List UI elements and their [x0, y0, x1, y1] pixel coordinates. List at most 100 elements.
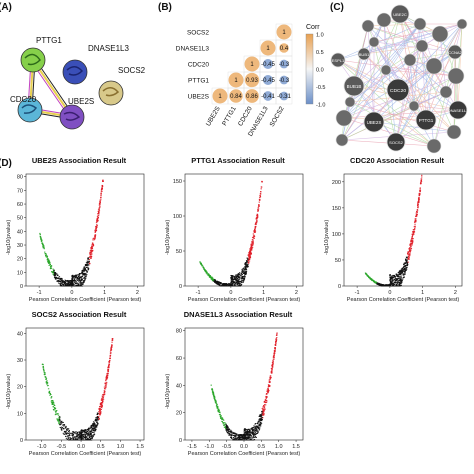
- volcano-point: [238, 276, 240, 278]
- volcano-point: [64, 283, 66, 285]
- y-tick-label: 80: [17, 175, 23, 181]
- volcano-point: [84, 264, 87, 265]
- volcano-point: [47, 259, 50, 261]
- genemania-node-socs2: [386, 132, 406, 152]
- volcano-point: [207, 274, 209, 276]
- corr-circle: [260, 40, 276, 56]
- genemania-node: [456, 18, 468, 30]
- volcano-point: [368, 276, 370, 278]
- volcano-point: [387, 284, 389, 286]
- volcano-point: [65, 432, 67, 434]
- volcano-point: [51, 403, 54, 405]
- volcano-point: [252, 437, 255, 439]
- volcano-point: [74, 436, 76, 438]
- volcano-point: [85, 267, 88, 268]
- volcano-point: [98, 409, 101, 411]
- volcano-point: [62, 284, 64, 286]
- volcano-point: [86, 429, 89, 430]
- volcano-point: [250, 244, 252, 246]
- volcano-point: [80, 284, 82, 285]
- volcano-point: [71, 279, 73, 281]
- volcano-point: [378, 283, 380, 284]
- volcano-point: [91, 243, 94, 245]
- volcano-point: [67, 436, 69, 438]
- volcano-point: [406, 263, 409, 265]
- volcano-point: [107, 369, 109, 371]
- volcano-point: [245, 271, 248, 273]
- volcano-point: [228, 428, 230, 430]
- volcano-point: [108, 366, 110, 368]
- volcano-point: [242, 267, 245, 269]
- volcano-point: [232, 439, 234, 441]
- volcano-point: [101, 185, 103, 187]
- volcano-point: [64, 431, 66, 433]
- volcano-point: [239, 437, 242, 439]
- volcano-point: [220, 416, 222, 418]
- volcano-point: [402, 274, 405, 276]
- volcano-point: [102, 400, 104, 402]
- volcano-point: [101, 401, 103, 403]
- volcano-point: [46, 382, 49, 384]
- volcano-point: [63, 425, 65, 427]
- volcano-point: [80, 436, 82, 438]
- volcano-point: [414, 225, 416, 227]
- genemania-node-espl1: [330, 52, 346, 68]
- volcano-point: [240, 285, 242, 286]
- volcano-point: [247, 262, 250, 264]
- volcano-point: [65, 425, 67, 427]
- volcano-point: [248, 255, 250, 257]
- x-axis-label: Pearson Correlation Coefficient (Pearson…: [28, 297, 142, 303]
- volcano-point: [260, 418, 262, 420]
- volcano-point: [99, 200, 101, 202]
- volcano-point: [79, 433, 81, 434]
- volcano-point: [87, 429, 90, 431]
- volcano-point: [71, 437, 74, 439]
- volcano-point: [63, 431, 66, 433]
- volcano-point: [253, 234, 255, 236]
- volcano-point: [398, 276, 400, 278]
- volcano-point: [43, 248, 46, 250]
- volcano-point: [421, 174, 423, 176]
- volcano-point: [258, 418, 261, 420]
- volcano-point: [243, 428, 246, 430]
- volcano-point: [235, 277, 237, 279]
- volcano-point: [86, 436, 88, 438]
- volcano-point: [229, 283, 231, 285]
- volcano-point: [395, 283, 397, 285]
- volcano-point: [218, 284, 221, 286]
- volcano-point: [244, 263, 246, 265]
- volcano-point: [394, 278, 396, 280]
- volcano-point: [252, 242, 254, 244]
- volcano-point: [256, 218, 258, 219]
- volcano-point: [67, 284, 69, 286]
- volcano-point: [254, 225, 257, 227]
- volcano-point: [257, 210, 259, 212]
- volcano-point: [271, 369, 273, 371]
- volcano-point: [234, 439, 236, 441]
- volcano-point: [73, 285, 75, 287]
- volcano-point: [240, 284, 242, 286]
- volcano-point: [67, 428, 70, 430]
- volcano-point: [401, 272, 403, 274]
- volcano-point: [60, 284, 62, 286]
- volcano-point: [255, 432, 257, 434]
- volcano-point: [108, 364, 111, 365]
- volcano-point: [102, 180, 104, 182]
- volcano-point: [261, 415, 263, 417]
- volcano-point: [393, 275, 396, 277]
- volcano-point: [392, 277, 394, 279]
- volcano-point: [60, 422, 62, 424]
- volcano-point: [79, 433, 82, 435]
- volcano-point: [238, 434, 240, 436]
- volcano-point: [403, 268, 406, 270]
- volcano-point: [48, 391, 51, 393]
- volcano-point: [106, 377, 108, 379]
- volcano-point: [92, 245, 95, 247]
- volcano-point: [400, 284, 402, 286]
- genemania-label-dnase1l3: DNASE1L3: [448, 108, 469, 113]
- volcano-point: [89, 253, 91, 255]
- genemania-label-ube2c: UBE2C: [393, 12, 407, 17]
- volcano-point: [232, 437, 235, 438]
- volcano-point: [243, 271, 245, 273]
- volcano-point: [88, 259, 91, 261]
